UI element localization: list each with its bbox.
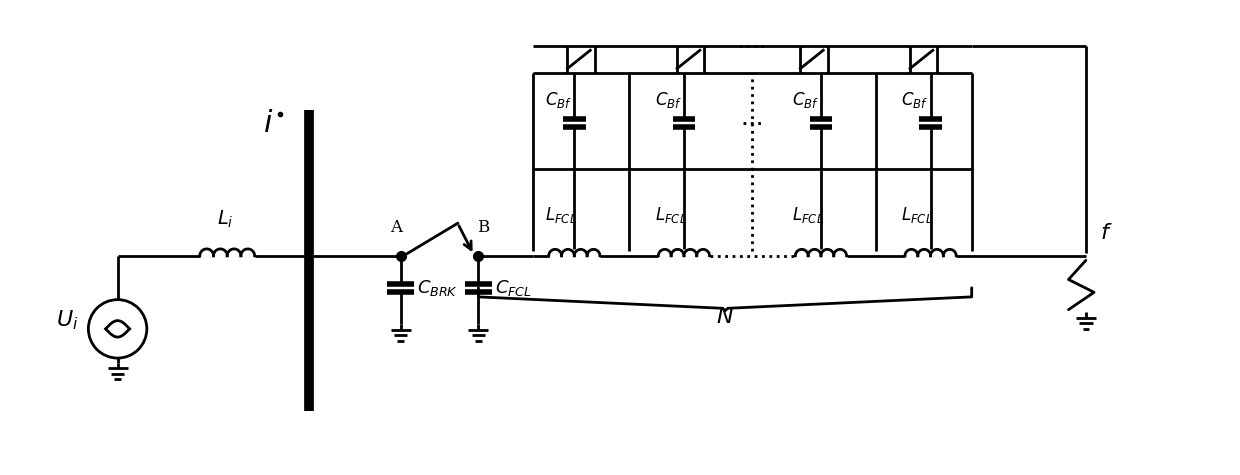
Text: $C_{Bf}$: $C_{Bf}$ (546, 90, 572, 111)
Text: $N$: $N$ (715, 306, 734, 328)
Text: $C_{Bf}$: $C_{Bf}$ (655, 90, 682, 111)
Text: $C_{Bf}$: $C_{Bf}$ (791, 90, 818, 111)
Text: $U_i$: $U_i$ (56, 308, 78, 332)
Text: $L_{FCL}$: $L_{FCL}$ (901, 205, 934, 225)
Text: $L_{FCL}$: $L_{FCL}$ (655, 205, 687, 225)
Text: $C_{Bf}$: $C_{Bf}$ (901, 90, 929, 111)
Text: $C_{FCL}$: $C_{FCL}$ (495, 278, 532, 298)
Text: $L_{FCL}$: $L_{FCL}$ (791, 205, 823, 225)
Text: $f$: $f$ (1100, 222, 1112, 244)
Text: $i$: $i$ (263, 108, 274, 139)
Text: B: B (477, 218, 489, 236)
Text: $L_{FCL}$: $L_{FCL}$ (546, 205, 577, 225)
Text: A: A (391, 218, 402, 236)
Text: $L_i$: $L_i$ (217, 209, 233, 230)
Text: $C_{BRK}$: $C_{BRK}$ (417, 278, 459, 298)
